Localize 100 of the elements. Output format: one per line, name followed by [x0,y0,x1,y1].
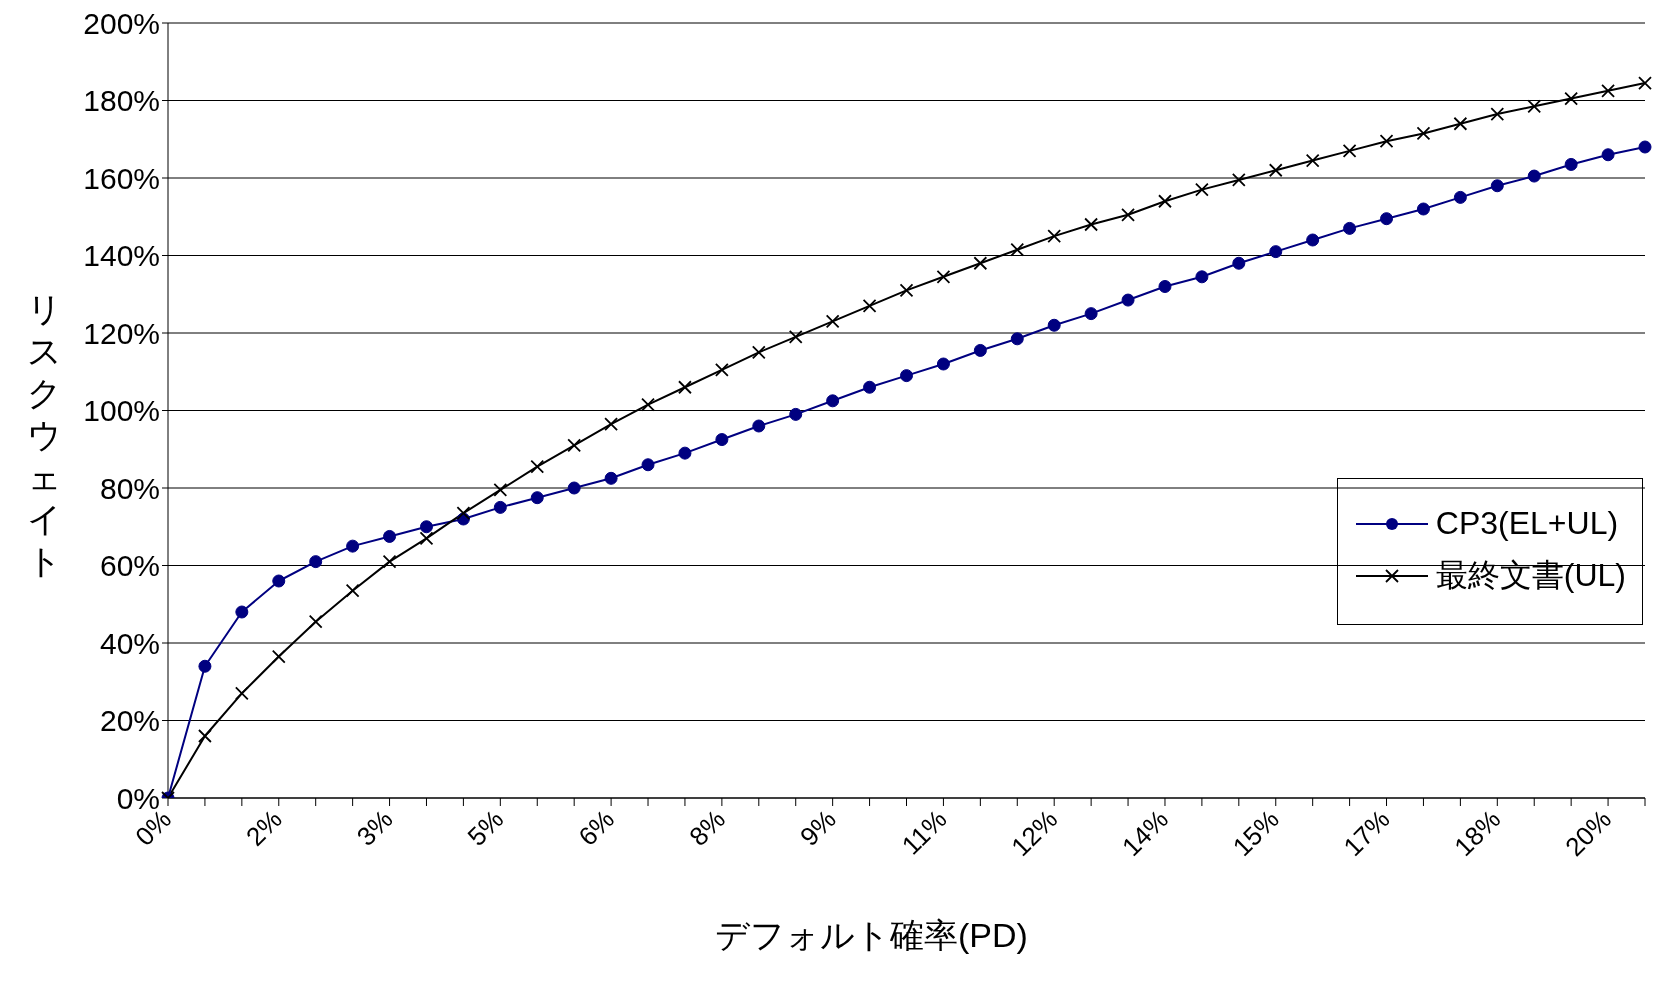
point [1047,318,1061,332]
point [826,394,840,408]
point [345,583,360,598]
point [1380,212,1394,226]
point [1490,107,1505,121]
y-tick-label: 140% [83,239,160,273]
x-tick-label: 15% [1226,803,1285,862]
point [1343,221,1357,235]
point [714,362,729,377]
point [1121,293,1135,307]
point [1638,140,1652,154]
point [383,529,397,543]
y-tick-label: 100% [83,394,160,428]
point [530,459,545,474]
point [419,531,434,546]
point [419,520,433,534]
point [1527,99,1542,114]
point [899,283,914,298]
point [863,380,877,394]
point [271,649,286,664]
point [1453,190,1467,204]
x-tick-label: 11% [895,803,953,861]
point [715,433,729,447]
y-tick-label: 160% [83,161,160,195]
legend-label: CP3(EL+UL) [1435,505,1619,542]
y-tick-label: 60% [99,549,160,583]
point [456,506,471,521]
point [1195,182,1209,197]
point [641,458,655,472]
point [235,605,249,619]
point [678,380,692,395]
point [1232,256,1246,270]
point [1527,169,1541,183]
point [1306,233,1320,247]
point [862,298,877,313]
point [1010,242,1025,257]
point [1268,163,1283,178]
x-tick-label: 8% [683,803,731,852]
point [1416,126,1431,141]
point [1564,157,1578,171]
x-tick-label: 9% [793,803,842,852]
point [382,554,397,569]
point [493,500,507,514]
point [1269,245,1283,259]
point [493,483,508,497]
x-tick-label: 14% [1116,803,1175,862]
point [900,369,913,383]
point [530,491,544,505]
point [1084,217,1099,232]
x-tick-label: 12% [1005,803,1064,862]
point [678,446,692,460]
point [1047,229,1062,244]
point [825,314,840,329]
x-tick-label: 6% [572,803,621,852]
point [641,397,655,412]
point [1601,83,1615,98]
point [198,729,212,743]
y-tick-label: 200% [83,6,160,40]
y-axis-title: リスクウェイト [26,289,62,582]
x-axis-title: デフォルト確率(PD) [714,915,1029,956]
point [1490,179,1504,193]
x-tick-label: 5% [461,803,510,852]
point [1305,153,1320,168]
point [198,659,212,673]
x-tick-label: 17% [1337,803,1396,862]
point [973,343,987,357]
point [234,686,249,701]
x-tick-label: 3% [350,803,399,852]
y-tick-label: 120% [83,316,160,350]
y-tick-label: 180% [83,84,160,118]
point [1638,76,1652,90]
point [309,555,323,569]
point [1195,270,1209,284]
point [1601,148,1615,162]
y-tick-label: 40% [99,626,160,660]
point [1010,332,1024,346]
point [751,345,766,360]
point [1121,207,1135,222]
x-tick-label: 2% [240,803,288,852]
point [1158,280,1172,293]
point [567,438,582,453]
point [1453,116,1468,131]
point [788,329,803,344]
point [789,407,803,421]
y-tick-label: 80% [99,471,160,505]
point [1564,91,1579,106]
point [936,357,950,371]
point [567,481,581,495]
point [936,269,951,284]
x-tick-label: 18% [1448,803,1507,862]
point [604,417,618,431]
point [752,419,766,433]
point [1342,143,1357,158]
point [1158,194,1172,209]
point [346,539,360,553]
y-tick-label: 20% [99,704,160,738]
point [308,614,323,629]
point [1231,173,1246,187]
point [604,471,618,485]
point [1416,202,1430,216]
